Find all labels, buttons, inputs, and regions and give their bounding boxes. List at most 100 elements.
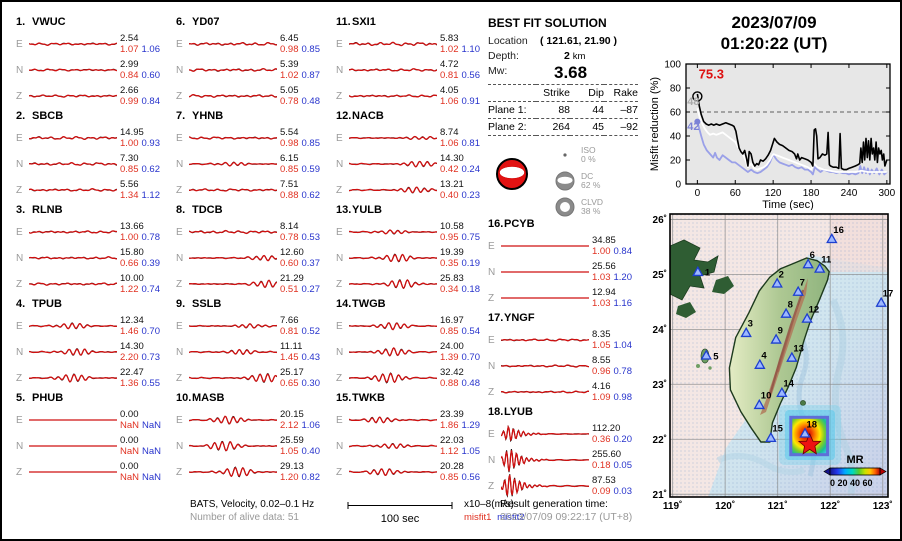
misfit2-value: 0.75 [461,232,481,243]
channel-row: Z 25.17 0.65 0.30 [176,365,332,391]
misfit1-legend: misfit1 [464,512,492,523]
misfit2-value: NaN [142,420,162,431]
misfit2-value: 0.18 [461,284,481,295]
peak-value: 87.53 [592,475,616,486]
misfit1-value: 0.96 [592,366,611,377]
data-description: BATS, Velocity, 0.02–0.1 Hz Number of al… [190,498,314,524]
peak-value: 12.60 [280,247,304,258]
misfit2-value: 0.85 [301,138,321,149]
station-marker [771,277,783,288]
waveform [29,230,117,234]
waveform [189,161,277,167]
channel-label: E [336,38,343,50]
channel-row: N 14.30 0.42 0.24 [336,151,492,177]
channel-label: Z [176,278,183,290]
misfit1-value: 0.95 [440,232,459,243]
waveform [29,162,117,166]
channel-label: Z [336,90,343,102]
peak-value: 14.30 [120,341,144,352]
waveform [189,440,277,452]
channel-row: N 11.11 1.45 0.43 [176,339,332,365]
peak-value: 20.15 [280,409,304,420]
waveform [501,297,589,299]
misfit2-value: 1.16 [613,298,633,309]
channel-row: Z 2.66 0.99 0.84 [16,83,172,109]
channel-values: 20.15 2.12 1.06 [280,409,320,431]
misfit1-value: 0.34 [440,284,459,295]
misfit1-value: 1.22 [120,284,139,295]
misfit2-value: 0.98 [613,392,633,403]
channel-label: Z [176,90,183,102]
peak-value: 112.20 [592,423,621,434]
channel-label: N [488,266,496,278]
best-fit-title: BEST FIT SOLUTION [488,16,607,30]
svg-text:10: 10 [761,391,772,402]
peak-value: 34.85 [592,235,616,246]
channel-label: N [16,346,24,358]
misfit2-value: 0.84 [141,96,161,107]
misfit1-value: 1.46 [120,326,139,337]
misfit1-value: 0.88 [440,378,459,389]
peak-value: 5.39 [280,59,299,70]
misfit1-value: 1.07 [120,44,139,55]
waveform [189,348,277,355]
station-block: 5. PHUB E 0.00 NaN NaN N 0.00 NaN NaN Z 0.00 NaN NaN [16,392,172,486]
misfit2-value: 0.56 [461,472,481,483]
channel-values: 2.66 0.99 0.84 [120,85,160,107]
waveform [29,282,117,286]
channel-values: 16.97 0.85 0.54 [440,315,480,337]
misfit1-value: 0.35 [440,258,459,269]
channel-row: N 24.00 1.39 0.70 [336,339,492,365]
svg-text:15: 15 [772,424,783,435]
station-marker [765,431,777,443]
waveform [189,136,277,140]
svg-text:100: 100 [664,60,681,71]
misfit2-value: 0.05 [613,460,633,471]
station-title: 9. SSLB [176,298,222,310]
peak-value: 8.55 [592,355,611,366]
peak-value: 20.28 [440,461,464,472]
svg-text:240: 240 [841,188,858,199]
channel-values: 20.28 0.85 0.56 [440,461,480,483]
svg-text:0 20 40 60: 0 20 40 60 [830,478,873,488]
waveform [29,42,117,46]
table-row: Plane 1: 88 44 –87 [488,102,638,119]
svg-text:121˚: 121˚ [768,500,788,512]
peak-value: 21.29 [280,273,304,284]
channel-values: 8.55 0.96 0.78 [592,355,632,377]
peak-value: 10.00 [120,273,144,284]
peak-value: 12.34 [120,315,144,326]
waveform [501,449,589,473]
channel-row: N 22.03 1.12 1.05 [336,433,492,459]
channel-label: E [336,320,343,332]
misfit1-value: NaN [120,472,140,483]
station-title: 11.SXI1 [336,16,376,28]
misfit1-value: 1.03 [592,272,611,283]
event-datetime: 2023/07/09 01:20:22 (UT) [648,12,900,54]
svg-text:20: 20 [670,156,682,167]
waveform [29,68,117,72]
channel-label: N [336,252,344,264]
misfit2-value: 0.85 [301,44,321,55]
channel-row: Z 5.05 0.78 0.48 [176,83,332,109]
station-title: 18.LYUB [488,406,533,418]
channel-values: 13.66 1.00 0.78 [120,221,160,243]
waveform [501,245,589,247]
misfit2-value: 1.29 [461,420,481,431]
misfit1-value: 0.85 [440,326,459,337]
event-date: 2023/07/09 [731,13,817,32]
misfit2-value: 0.48 [301,96,321,107]
channel-row: E 12.34 1.46 0.70 [16,313,172,339]
channel-values: 15.80 0.66 0.39 [120,247,160,269]
misfit2-value: 0.40 [301,446,321,457]
misfit1-value: 1.34 [120,190,139,201]
misfit1-value: 2.20 [120,352,139,363]
station-marker [826,232,838,244]
svg-text:48: 48 [687,96,699,108]
waveform [349,468,437,476]
strike-header: Strike [543,87,570,99]
misfit2-value: 1.20 [613,272,633,283]
station-block: 11.SXI1 E 5.83 1.02 1.10 N 4.72 0.81 0.56 Z 4.05 1.… [336,16,492,110]
peak-value: 25.56 [592,261,616,272]
